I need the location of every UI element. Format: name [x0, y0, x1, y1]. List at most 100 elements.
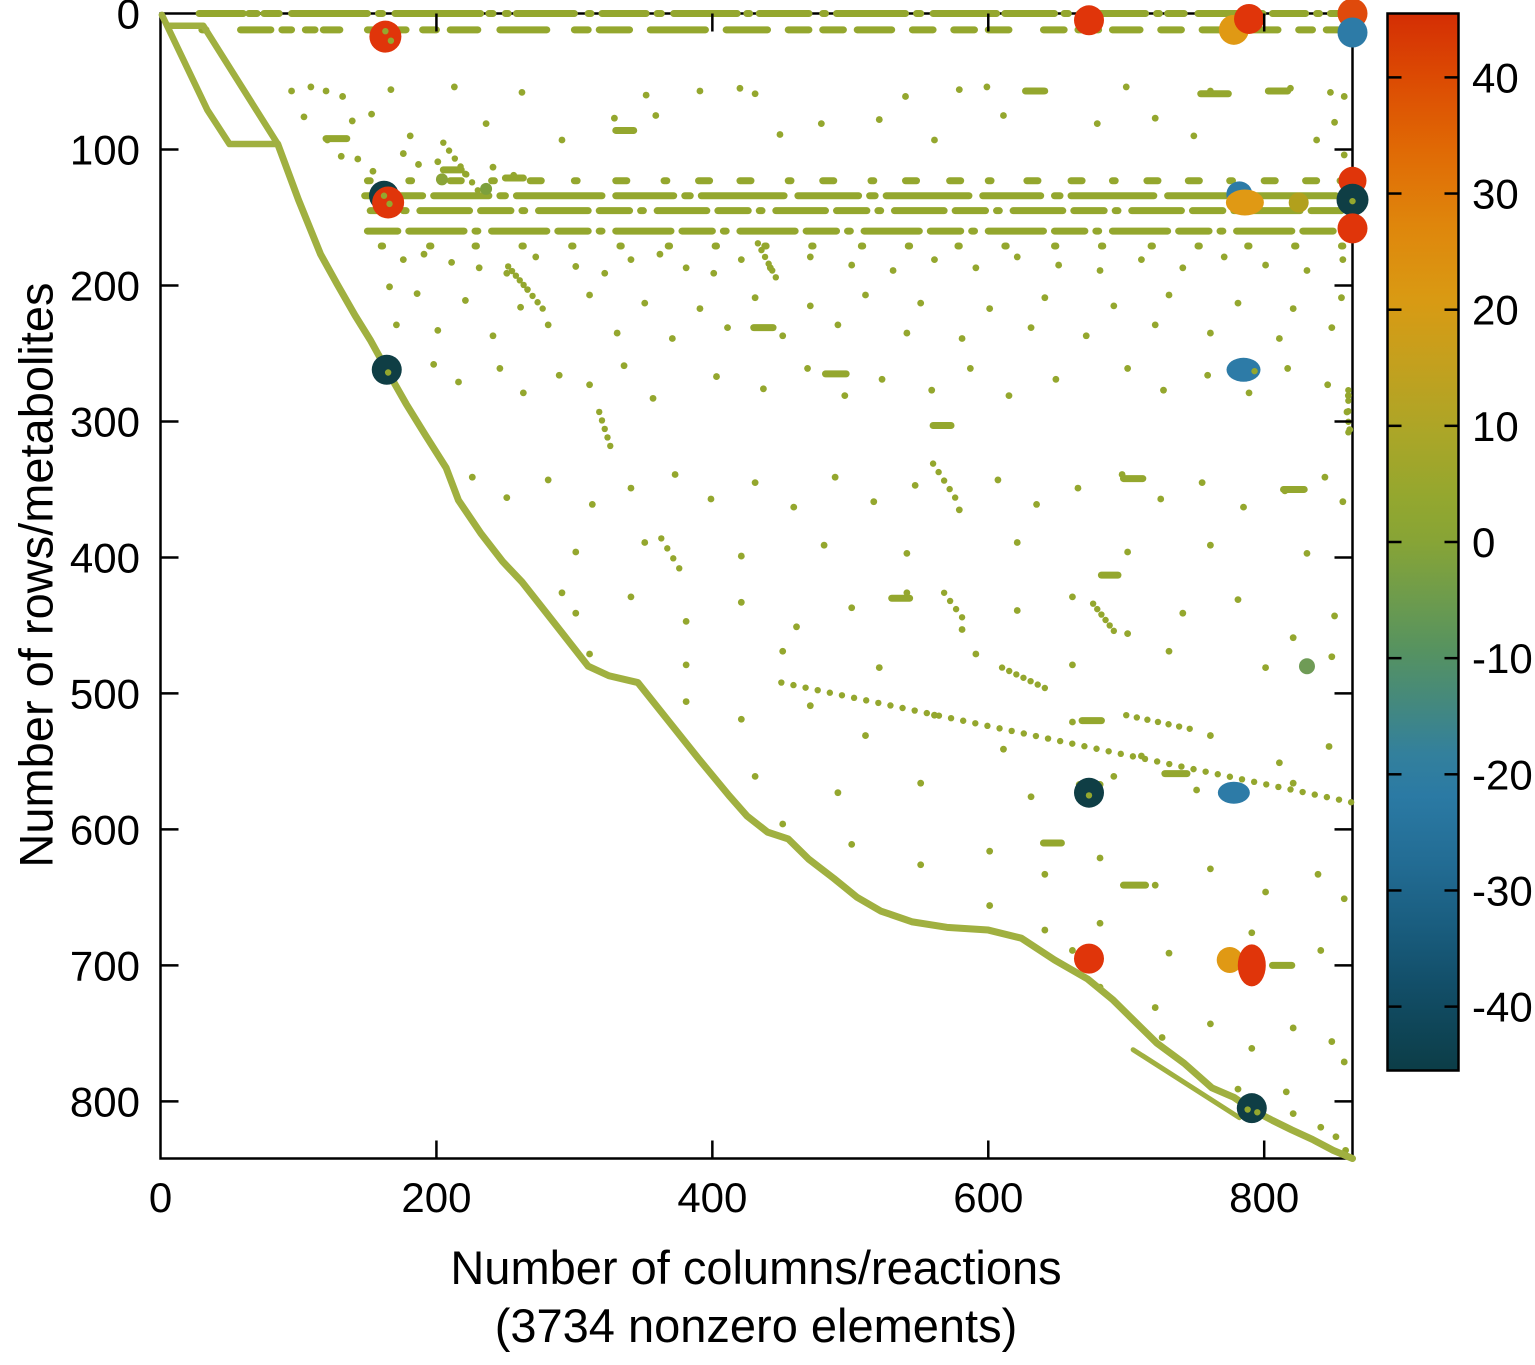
nonzero-dot: [682, 698, 690, 705]
nonzero-dot: [461, 297, 469, 304]
y-tick-label: 700: [70, 942, 140, 989]
nonzero-dot: [737, 256, 745, 264]
nonzero-dot: [1347, 799, 1355, 806]
nonzero-dot-overlay: [1251, 367, 1258, 375]
nonzero-dot: [1214, 771, 1221, 778]
nonzero-dot: [517, 303, 524, 311]
nonzero-dot: [1331, 612, 1338, 620]
nonzero-dot: [1144, 716, 1151, 723]
nonzero-dot-overlay: [380, 192, 388, 199]
nonzero-dot: [1105, 748, 1112, 755]
nonzero-dot: [322, 87, 330, 95]
y-tick-label: 400: [70, 534, 140, 581]
nonzero-dot: [947, 714, 955, 722]
nonzero-dot: [917, 861, 925, 869]
colorbar-tick-label: 40: [1472, 54, 1519, 101]
nonzero-dot: [1069, 718, 1076, 726]
nonzero-dot: [1106, 622, 1113, 629]
nonzero-dot: [826, 689, 834, 696]
nonzero-dot: [831, 473, 839, 481]
nonzero-dot: [682, 264, 690, 272]
nonzero-dot: [724, 324, 731, 332]
nonzero-dot: [1262, 888, 1269, 896]
nonzero-dot: [1248, 1044, 1256, 1052]
nonzero-dot: [820, 541, 828, 549]
nonzero-dot: [917, 779, 925, 787]
nonzero-dot: [1096, 919, 1104, 927]
nonzero-dot: [1234, 299, 1242, 307]
nonzero-dot: [1190, 765, 1197, 773]
nonzero-dot: [1020, 730, 1027, 737]
nonzero-dot: [1151, 881, 1159, 889]
y-axis-label: Number of rows/metabolites: [9, 282, 63, 868]
nonzero-dot: [759, 385, 767, 393]
nonzero-dot: [539, 305, 546, 312]
nonzero-dot: [1289, 779, 1297, 787]
nonzero-dot: [875, 664, 883, 671]
nonzero-dot: [627, 593, 635, 601]
nonzero-dot: [983, 83, 991, 91]
nonzero-dot: [1096, 267, 1104, 274]
nonzero-dot: [586, 381, 593, 389]
nonzero-dot: [779, 332, 787, 340]
y-tick-label: 800: [70, 1078, 140, 1125]
nonzero-dot: [386, 283, 393, 291]
nonzero-dot: [368, 110, 375, 118]
nonzero-dot: [923, 709, 931, 717]
y-tick-label: 500: [70, 670, 140, 717]
nonzero-dot: [772, 274, 780, 281]
nonzero-dot: [504, 263, 512, 270]
nonzero-dot: [1340, 895, 1348, 903]
nonzero-dot: [1328, 653, 1336, 661]
large-value-marker: [1216, 946, 1243, 973]
nonzero-dot: [307, 83, 315, 91]
nonzero-dot: [710, 269, 718, 277]
nonzero-dot: [406, 132, 414, 140]
nonzero-dot: [1089, 600, 1097, 607]
nonzero-dot: [348, 117, 356, 125]
nonzero-dot: [598, 417, 606, 424]
nonzero-dot: [1317, 947, 1325, 954]
nonzero-dot: [751, 479, 759, 487]
x-tick-label: 400: [677, 1174, 747, 1221]
nonzero-dot: [544, 321, 552, 329]
medium-value-marker: [435, 173, 448, 186]
nonzero-dot: [928, 386, 936, 394]
nonzero-dot: [972, 264, 980, 272]
nonzero-dot: [682, 617, 690, 625]
nonzero-dot: [604, 434, 611, 441]
nonzero-dot: [707, 495, 715, 503]
nonzero-dot: [1055, 261, 1063, 269]
nonzero-dot: [804, 365, 811, 372]
nonzero-dot: [503, 494, 511, 502]
nonzero-dot: [586, 650, 593, 658]
nonzero-dot: [911, 707, 918, 714]
nonzero-dot: [1262, 664, 1269, 671]
nonzero-dot: [848, 261, 856, 269]
nonzero-dot: [887, 702, 894, 709]
nonzero-dot: [1138, 256, 1145, 264]
nonzero-dot: [610, 114, 618, 122]
large-value-marker: [369, 20, 402, 53]
nonzero-dot: [1081, 743, 1088, 750]
nonzero-dot: [1178, 763, 1185, 770]
nonzero-dot: [1275, 783, 1282, 791]
nonzero-dot: [1328, 1038, 1336, 1045]
nonzero-dot: [1332, 1133, 1340, 1141]
nonzero-dot: [696, 305, 704, 312]
nonzero-dot: [1013, 671, 1020, 678]
nonzero-dot: [1069, 947, 1076, 954]
nonzero-dot: [1013, 607, 1021, 614]
nonzero-dot: [430, 360, 438, 368]
nonzero-dot: [1005, 392, 1013, 400]
nonzero-dot: [751, 90, 759, 98]
nonzero-dot: [529, 292, 536, 300]
nonzero-dot: [814, 686, 821, 694]
y-tick-label: 300: [70, 398, 140, 445]
nonzero-dot: [482, 120, 490, 128]
nonzero-dot: [776, 131, 784, 138]
x-tick-label: 800: [1229, 1174, 1299, 1221]
nonzero-dot: [510, 171, 518, 179]
medium-value-marker: [1298, 658, 1315, 675]
nonzero-dot: [1234, 596, 1242, 603]
